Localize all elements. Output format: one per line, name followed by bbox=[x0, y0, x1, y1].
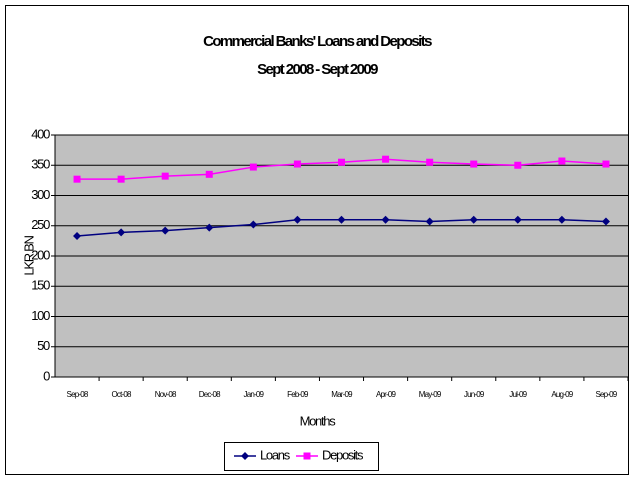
data-point bbox=[425, 217, 434, 226]
x-tick-label: Jul-09 bbox=[509, 390, 527, 399]
data-point bbox=[161, 172, 169, 180]
data-point bbox=[426, 158, 434, 166]
data-point bbox=[161, 226, 170, 235]
y-tick-label: 200 bbox=[31, 247, 50, 262]
y-tick-label: 150 bbox=[31, 278, 50, 293]
chart-title: Commercial Banks' Loans and Deposits bbox=[203, 33, 432, 50]
data-point bbox=[381, 215, 390, 224]
x-tick-label: Oct-08 bbox=[112, 390, 133, 399]
data-point bbox=[293, 215, 302, 224]
y-axis-label: LKR BN bbox=[21, 236, 36, 276]
data-point bbox=[117, 228, 126, 237]
data-point bbox=[303, 452, 311, 460]
chart-subtitle: Sept 2008 - Sept 2009 bbox=[257, 61, 378, 78]
x-axis-label: Months bbox=[300, 413, 337, 428]
data-point bbox=[557, 215, 566, 224]
data-point bbox=[249, 163, 257, 171]
x-tick-label: Aug-09 bbox=[551, 390, 573, 399]
data-point bbox=[470, 160, 478, 168]
x-tick-label: Feb-09 bbox=[287, 390, 309, 399]
y-tick-label: 50 bbox=[37, 338, 50, 353]
x-tick-label: Jun-09 bbox=[464, 390, 485, 399]
y-tick-label: 300 bbox=[31, 187, 50, 202]
data-point bbox=[205, 223, 214, 232]
y-tick-label: 0 bbox=[43, 368, 50, 383]
data-point bbox=[205, 170, 213, 178]
y-tick-label: 350 bbox=[31, 157, 50, 172]
x-tick-label: May-09 bbox=[419, 390, 442, 399]
data-point bbox=[602, 160, 610, 168]
data-point bbox=[469, 215, 478, 224]
data-point bbox=[117, 175, 125, 183]
y-tick-label: 100 bbox=[31, 308, 50, 323]
data-point bbox=[73, 175, 81, 183]
data-point bbox=[513, 215, 522, 224]
x-tick-label: Nov-08 bbox=[155, 390, 177, 399]
y-tick-label: 250 bbox=[31, 217, 50, 232]
data-point bbox=[293, 160, 301, 168]
data-point bbox=[337, 215, 346, 224]
x-tick-label: Jan-09 bbox=[244, 390, 265, 399]
legend-label: Deposits bbox=[322, 447, 364, 462]
data-point bbox=[514, 161, 522, 169]
data-point bbox=[73, 232, 82, 241]
x-tick-label: Dec-08 bbox=[199, 390, 221, 399]
x-tick-label: Apr-09 bbox=[376, 390, 397, 399]
data-point bbox=[338, 158, 345, 166]
data-point bbox=[382, 155, 390, 163]
x-tick-label: Mar-09 bbox=[331, 390, 353, 399]
data-point bbox=[241, 452, 249, 460]
x-tick-label: Sep-08 bbox=[67, 390, 89, 399]
data-point bbox=[558, 157, 566, 165]
x-tick-label: Sep-09 bbox=[595, 390, 617, 399]
legend-label: Loans bbox=[260, 447, 291, 462]
data-point bbox=[249, 220, 258, 229]
y-tick-label: 400 bbox=[31, 126, 50, 141]
data-point bbox=[601, 217, 610, 226]
